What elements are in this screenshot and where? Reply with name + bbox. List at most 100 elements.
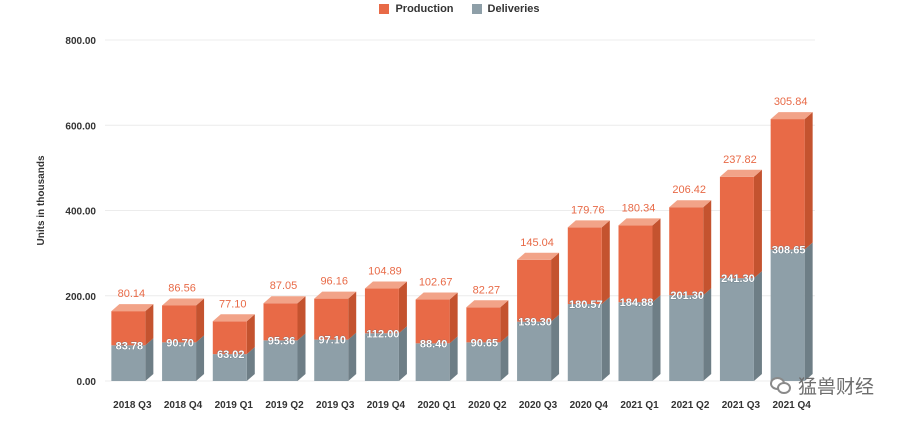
legend-item-deliveries[interactable]: Deliveries	[471, 3, 540, 15]
y-tick-label: 600.00	[65, 121, 96, 132]
production-bar-top	[517, 252, 560, 260]
production-bar-side	[348, 291, 357, 340]
production-data-label: 86.56	[168, 282, 196, 294]
production-bar	[162, 305, 197, 343]
deliveries-bar	[111, 345, 146, 381]
deliveries-bar-side	[145, 338, 154, 381]
deliveries-bar	[517, 321, 552, 381]
y-tick-label: 800.00	[65, 36, 96, 47]
production-bar-side	[246, 314, 255, 355]
production-bar	[263, 303, 298, 341]
production-bar-top	[669, 200, 712, 208]
x-tick-label: 2021 Q1	[620, 400, 659, 411]
deliveries-bar-side	[449, 336, 458, 381]
deliveries-bar	[364, 333, 399, 381]
watermark: 猛兽财经	[770, 372, 874, 399]
production-bar-side	[398, 281, 407, 334]
production-data-label: 102.67	[419, 277, 453, 289]
x-tick-label: 2021 Q4	[772, 400, 811, 411]
legend: Production Deliveries	[0, 3, 919, 15]
production-bar-top	[364, 281, 407, 289]
production-bar	[567, 227, 602, 305]
production-bar	[719, 176, 754, 279]
deliveries-data-label: 63.02	[217, 349, 245, 361]
y-tick-label: 200.00	[65, 292, 96, 303]
production-data-label: 77.10	[219, 298, 247, 310]
deliveries-data-label: 112.00	[366, 328, 399, 340]
x-tick-label: 2021 Q2	[671, 400, 710, 411]
deliveries-bar	[212, 354, 247, 381]
deliveries-data-label: 90.70	[166, 337, 194, 349]
deliveries-bar-side	[601, 297, 610, 381]
deliveries-data-label: 241.30	[721, 273, 755, 285]
production-bar	[618, 225, 653, 303]
x-tick-label: 2019 Q4	[367, 400, 406, 411]
deliveries-bar-side	[551, 314, 560, 381]
deliveries-bar	[567, 304, 602, 381]
production-bar-side	[551, 252, 560, 322]
production-data-label: 80.14	[118, 288, 146, 300]
production-data-label: 179.76	[571, 204, 605, 216]
deliveries-bar-side	[196, 335, 205, 381]
production-data-label: 87.05	[270, 280, 298, 292]
production-bar	[314, 298, 349, 340]
production-bar-side	[601, 220, 610, 305]
production-data-label: 305.84	[774, 96, 808, 108]
legend-label-production: Production	[395, 3, 454, 15]
deliveries-data-label: 139.30	[518, 317, 552, 329]
x-tick-label: 2021 Q3	[722, 400, 761, 411]
y-tick-label: 0.00	[77, 377, 97, 388]
production-bar	[517, 259, 552, 322]
deliveries-data-label: 201.30	[670, 290, 704, 302]
y-axis-label: Units in thousands	[36, 155, 47, 245]
production-bar-side	[449, 292, 458, 344]
production-bar-top	[770, 112, 813, 120]
production-bar-top	[567, 220, 610, 228]
production-bar	[466, 307, 501, 343]
deliveries-data-label: 88.40	[420, 338, 448, 350]
production-bar-top	[314, 291, 357, 299]
deliveries-bar-side	[348, 332, 357, 381]
legend-item-production[interactable]: Production	[379, 3, 454, 15]
x-tick-label: 2020 Q2	[468, 400, 507, 411]
production-bar	[770, 119, 805, 250]
deliveries-bar-side	[703, 288, 712, 381]
production-bar-top	[263, 296, 306, 304]
deliveries-bar	[618, 302, 653, 381]
production-bar	[111, 311, 146, 346]
deliveries-bar-side	[804, 242, 813, 381]
x-tick-label: 2018 Q3	[113, 400, 152, 411]
x-tick-label: 2019 Q3	[316, 400, 355, 411]
production-data-label: 145.04	[520, 237, 554, 249]
deliveries-bar	[415, 343, 450, 381]
production-bar-top	[719, 169, 762, 177]
x-tick-label: 2019 Q1	[215, 400, 254, 411]
production-data-label: 104.89	[368, 266, 402, 278]
deliveries-bar-side	[500, 335, 509, 381]
production-bar	[212, 321, 247, 355]
deliveries-bar	[669, 295, 704, 381]
production-bar-side	[652, 218, 661, 303]
production-bar	[415, 299, 450, 344]
deliveries-data-label: 90.65	[471, 337, 499, 349]
production-bar	[364, 288, 399, 334]
production-bar-side	[196, 298, 205, 343]
deliveries-bar	[162, 342, 197, 381]
y-tick-label: 400.00	[65, 207, 96, 218]
production-bar-side	[297, 296, 306, 341]
wechat-icon	[770, 376, 792, 395]
deliveries-bar	[719, 278, 754, 381]
deliveries-data-label: 308.65	[772, 244, 806, 256]
x-tick-label: 2019 Q2	[265, 400, 304, 411]
production-bar-side	[703, 200, 712, 296]
production-bar-side	[145, 304, 154, 346]
deliveries-bar	[263, 340, 298, 381]
production-data-label: 237.82	[723, 154, 757, 166]
deliveries-bar	[770, 249, 805, 381]
production-bar-top	[212, 314, 255, 322]
legend-swatch-production	[379, 4, 390, 14]
deliveries-data-label: 184.88	[620, 297, 654, 309]
deliveries-bar-side	[652, 295, 661, 381]
